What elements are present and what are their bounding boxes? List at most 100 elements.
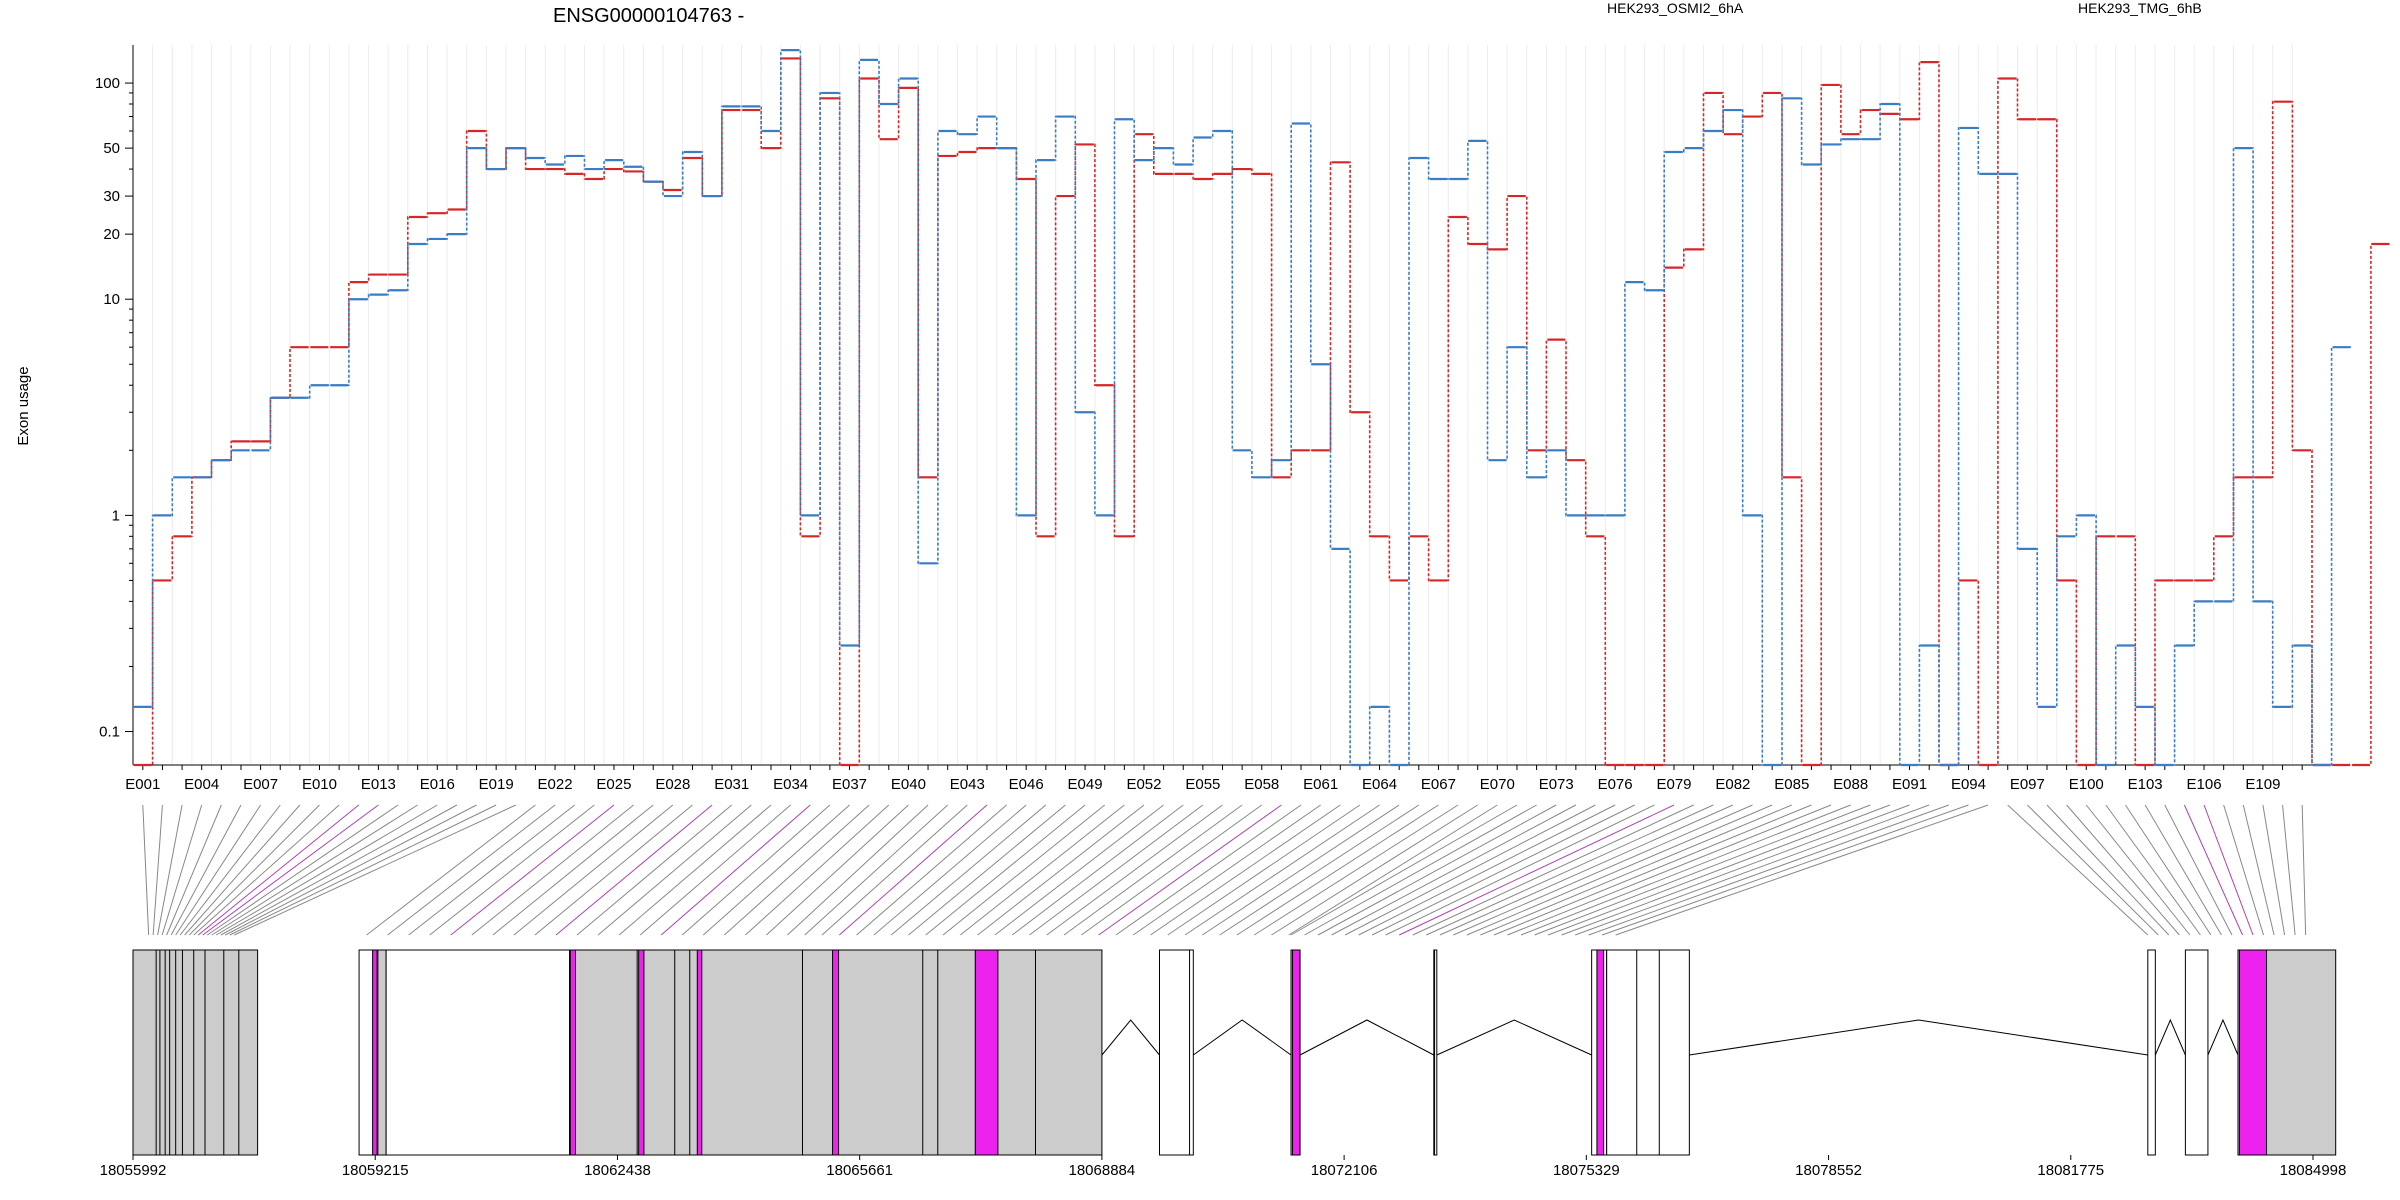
axes: [132, 45, 2312, 766]
exon-connector: [597, 804, 752, 936]
exon-connector: [821, 804, 968, 936]
exon-connector: [890, 804, 1047, 936]
exon-connector: [152, 804, 163, 936]
exon-connector: [1331, 804, 1577, 936]
exon-connector: [1547, 804, 1891, 936]
exon-connector: [166, 804, 222, 936]
exon-tick-label: E052: [1126, 776, 1161, 793]
exon-connector: [2183, 804, 2243, 936]
exon-connector: [1493, 804, 1812, 936]
exon-tick-label: E064: [1362, 776, 1397, 793]
exon-connector: [175, 804, 262, 936]
exon-connector: [660, 804, 811, 936]
exon-connector: [1588, 804, 1950, 936]
exon-connector: [908, 804, 1066, 936]
exon-connector: [1236, 804, 1439, 936]
exon-connector: [1453, 804, 1753, 936]
genomic-tick-label: 18055992: [100, 1162, 167, 1179]
exon-connector: [2105, 804, 2201, 936]
exon-connector: [2046, 804, 2170, 936]
exon-connector: [157, 804, 183, 936]
exon-connector: [1081, 804, 1263, 936]
genomic-tick-label: 18072106: [1311, 1162, 1378, 1179]
exon-connector: [724, 804, 870, 936]
exon-connector: [1480, 804, 1792, 936]
exon-grid: [132, 45, 2293, 765]
exon-tick-label: E004: [184, 776, 219, 793]
exon-connector: [142, 804, 150, 936]
exon-ticks: E001 E004 E007 E010 E013 E016 E019 E022 E025 E028…: [125, 765, 2303, 793]
highlighted-exon: [2238, 949, 2268, 1156]
exon-connector: [994, 804, 1164, 936]
exon-tick-label: E022: [538, 776, 573, 793]
exon-connector: [1011, 804, 1184, 936]
exon-connector: [450, 804, 615, 936]
chart-title: ENSG00000104763 -: [553, 5, 744, 27]
exon-connector: [2144, 804, 2222, 936]
exon-connector: [2164, 804, 2233, 936]
exon-connector: [639, 804, 791, 936]
y-tick-label: 20: [103, 226, 120, 243]
exon-connector: [513, 804, 674, 936]
exon-connector: [1029, 804, 1204, 936]
exon-connector: [1304, 804, 1537, 936]
intron-line: [1193, 1019, 1292, 1056]
exon-connector: [193, 804, 340, 936]
exon-tick-label: E046: [1009, 776, 1044, 793]
exon-tick-label: E103: [2128, 776, 2163, 793]
exon-connector: [1150, 804, 1341, 936]
exon-tick-label: E025: [596, 776, 631, 793]
exon-connector: [197, 804, 360, 936]
intron-line: [2154, 1018, 2186, 1056]
exon-connector: [1399, 804, 1675, 936]
exon-tick-label: E010: [302, 776, 337, 793]
exon-connector: [1098, 804, 1282, 936]
exon-connector: [1271, 804, 1478, 936]
exon-tick-label: E058: [1244, 776, 1279, 793]
exon-tick-label: E019: [479, 776, 514, 793]
exon-tick-label: E034: [773, 776, 808, 793]
exon-connector: [977, 804, 1145, 936]
exon-connector: [2301, 804, 2307, 936]
exon-connector: [2262, 804, 2286, 936]
exon-block: [377, 949, 387, 1156]
genomic-tick-label: 18075329: [1553, 1162, 1620, 1179]
gene-model: [132, 949, 2337, 1156]
genomic-tick-label: 18062438: [584, 1162, 651, 1179]
exon-connector: [2223, 804, 2265, 936]
intron-line: [2207, 1018, 2239, 1056]
exon-connector: [576, 804, 733, 936]
exon-tick-label: E094: [1951, 776, 1986, 793]
exon-connector: [942, 804, 1106, 936]
exon-connector: [745, 804, 890, 936]
exon-connector: [925, 804, 1086, 936]
exon-tick-label: E016: [420, 776, 455, 793]
exon-connector: [366, 804, 536, 936]
genomic-ticks: 18055992 18059215 18062438 18065661 18068884…: [100, 1155, 2346, 1179]
exon-connector: [838, 804, 988, 936]
exon-connector: [1290, 804, 1518, 936]
exon-tick-label: E085: [1774, 776, 1809, 793]
exon-tick-label: E076: [1598, 776, 1633, 793]
exon-connector: [202, 804, 379, 936]
highlighted-exon: [696, 949, 703, 1156]
exon-tick-label: E106: [2187, 776, 2222, 793]
exon-tick-label: E055: [1185, 776, 1220, 793]
exon-connector: [1132, 804, 1321, 936]
exon-connector: [1601, 804, 1969, 936]
genomic-tick-label: 18081775: [2037, 1162, 2104, 1179]
exon-tick-label: E073: [1539, 776, 1574, 793]
exon-connector: [387, 804, 556, 936]
exon-connector: [225, 804, 477, 936]
exon-tick-label: E007: [243, 776, 278, 793]
exon-block: [2184, 949, 2209, 1156]
exon-connector: [1063, 804, 1243, 936]
exon-connector: [1371, 804, 1635, 936]
exon-connector: [471, 804, 634, 936]
exon-connector: [1574, 804, 1930, 936]
exon-connector: [1507, 804, 1832, 936]
exon-connector: [1288, 804, 1498, 936]
y-tick-label: 50: [103, 140, 120, 157]
exon-tick-label: E097: [2010, 776, 2045, 793]
exon-tick-label: E049: [1068, 776, 1103, 793]
